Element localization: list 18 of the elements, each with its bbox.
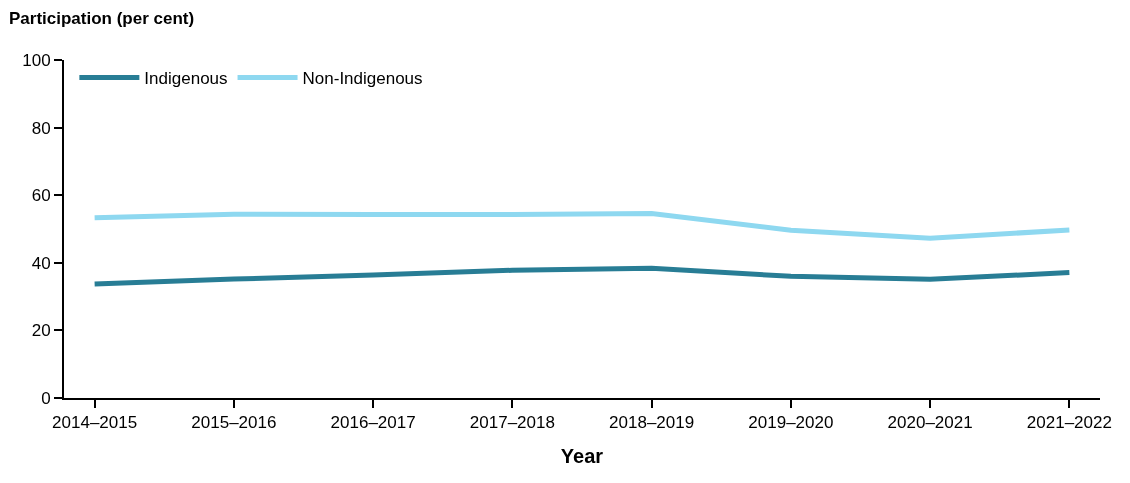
- y-tick-label: 80: [31, 118, 51, 138]
- x-tick-label: 2014–2015: [52, 413, 138, 433]
- legend-label: Indigenous: [144, 69, 228, 89]
- x-tick-label: 2016–2017: [330, 413, 416, 433]
- y-tick-label: 0: [41, 388, 51, 408]
- y-tick-label: 100: [22, 50, 51, 70]
- x-tick-label: 2020–2021: [887, 413, 973, 433]
- x-tick-label: 2015–2016: [191, 413, 277, 433]
- y-tick-label: 20: [31, 321, 51, 341]
- legend-label: Non-Indigenous: [302, 69, 423, 89]
- y-axis-title: Participation (per cent): [9, 9, 195, 28]
- x-tick-label: 2019–2020: [748, 413, 834, 433]
- x-axis-title: Year: [560, 445, 604, 468]
- y-tick-label: 40: [31, 253, 51, 273]
- x-tick-label: 2021–2022: [1026, 413, 1112, 433]
- x-tick-label: 2017–2018: [469, 413, 555, 433]
- y-tick-label: 60: [31, 186, 51, 206]
- x-tick-label: 2018–2019: [609, 413, 695, 433]
